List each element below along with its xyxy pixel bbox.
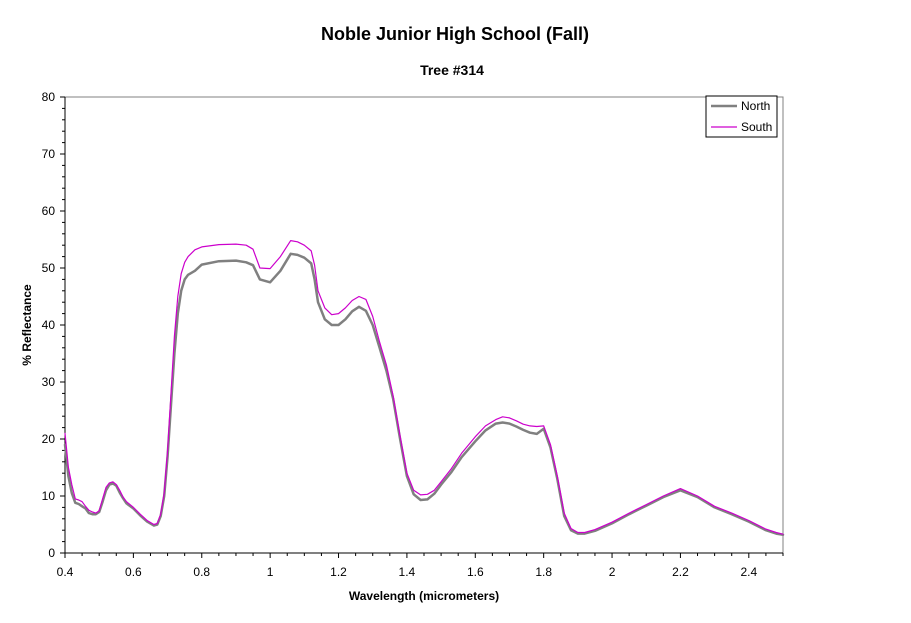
y-tick-label: 40 bbox=[42, 318, 56, 332]
x-tick-label: 0.4 bbox=[57, 565, 74, 579]
x-tick-label: 2.4 bbox=[740, 565, 757, 579]
x-tick-label: 1.8 bbox=[535, 565, 552, 579]
legend-label-north: North bbox=[741, 99, 770, 113]
series-line-north bbox=[63, 252, 785, 537]
x-tick-label: 0.6 bbox=[125, 565, 142, 579]
legend-label-south: South bbox=[741, 120, 772, 134]
x-tick-label: 1.4 bbox=[399, 565, 416, 579]
y-tick-label: 20 bbox=[42, 432, 56, 446]
series-layer bbox=[63, 240, 785, 537]
x-axis: 0.4 0.6 0.8 1 1.2 1.4 1.6 1.8 2 2.2 2.4 bbox=[57, 552, 784, 579]
chart-subtitle: Tree #314 bbox=[420, 62, 484, 78]
y-tick-label: 80 bbox=[42, 90, 56, 104]
x-axis-label: Wavelength (micrometers) bbox=[349, 589, 499, 603]
x-tick-label: 0.8 bbox=[193, 565, 210, 579]
series-line-south bbox=[64, 240, 784, 535]
y-tick-label: 70 bbox=[42, 147, 56, 161]
x-tick-label: 1.2 bbox=[330, 565, 347, 579]
y-tick-label: 30 bbox=[42, 375, 56, 389]
x-tick-label: 1.6 bbox=[467, 565, 484, 579]
y-tick-label: 0 bbox=[48, 546, 55, 560]
y-tick-label: 50 bbox=[42, 261, 56, 275]
legend: North South bbox=[705, 95, 778, 138]
y-axis-label: % Reflectance bbox=[20, 284, 34, 366]
x-tick-label: 2.2 bbox=[672, 565, 689, 579]
x-tick-label: 1 bbox=[267, 565, 274, 579]
y-axis: 0 10 20 30 40 50 60 70 80 bbox=[42, 90, 66, 560]
legend-box bbox=[705, 95, 778, 138]
chart-title: Noble Junior High School (Fall) bbox=[321, 24, 589, 44]
y-tick-label: 60 bbox=[42, 204, 56, 218]
plot-area-frame bbox=[64, 96, 784, 554]
y-tick-label: 10 bbox=[42, 489, 56, 503]
x-tick-label: 2 bbox=[609, 565, 616, 579]
